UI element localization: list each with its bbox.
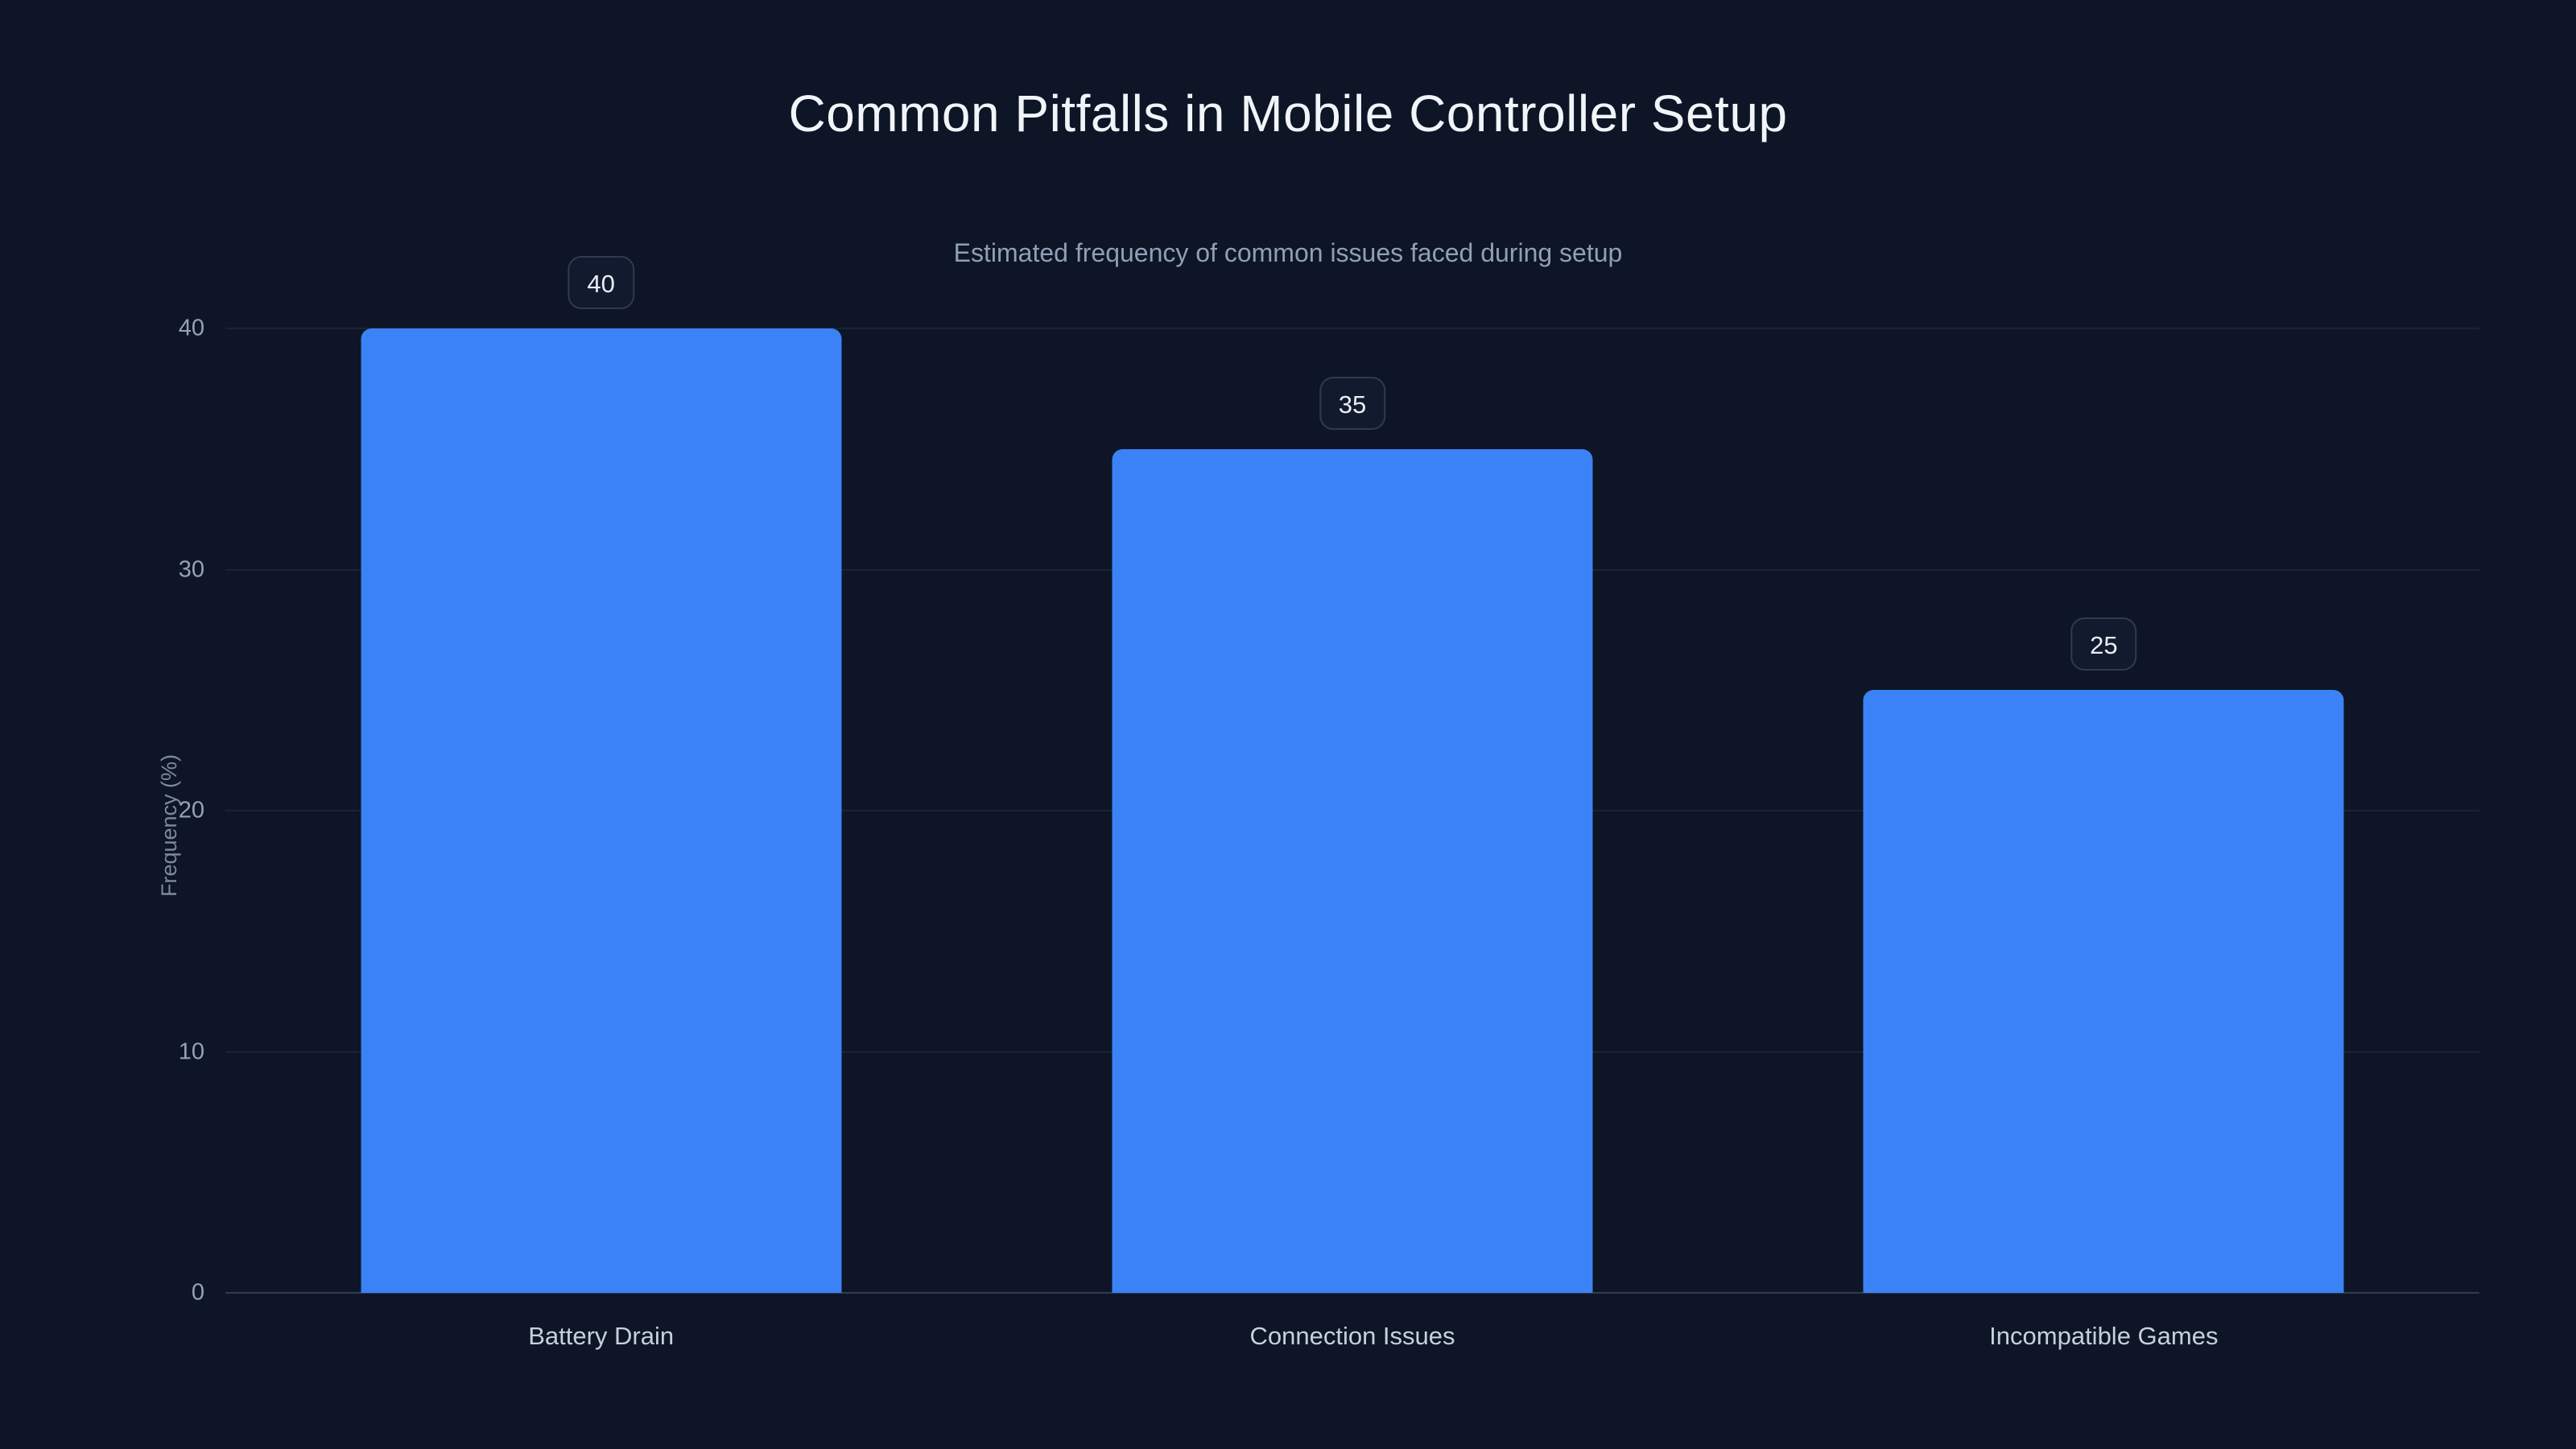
chart-title: Common Pitfalls in Mobile Controller Set…	[788, 85, 1788, 142]
x-axis-category-label: Battery Drain	[528, 1322, 675, 1350]
value-badge: 35	[1319, 377, 1386, 430]
gridline	[225, 328, 2479, 329]
bar-group: 35 Connection Issues	[1112, 328, 1593, 1350]
y-tick-label: 0	[191, 1279, 204, 1306]
x-axis-baseline	[225, 1292, 2479, 1294]
bar	[361, 328, 842, 1293]
x-axis-category-label: Connection Issues	[1249, 1322, 1455, 1350]
plot-area: 0 10 20 30 40 40 Battery Drain 35 Connection Iss…	[179, 256, 2479, 1350]
chart-subtitle: Estimated frequency of common issues fac…	[953, 238, 1623, 267]
bar	[1863, 690, 2344, 1293]
x-axis-category-label: Incompatible Games	[1989, 1322, 2219, 1350]
value-badge: 40	[568, 256, 634, 309]
y-tick-label: 40	[178, 315, 204, 341]
bar-group: 40 Battery Drain	[361, 256, 842, 1350]
bar	[1112, 449, 1593, 1293]
y-tick-label: 20	[178, 797, 204, 824]
y-axis-title: Frequency (%)	[157, 753, 182, 898]
y-tick-label: 10	[178, 1038, 204, 1064]
bar-group: 25 Incompatible Games	[1863, 328, 2344, 1350]
value-badge: 25	[2070, 617, 2137, 671]
y-tick-label: 30	[178, 556, 204, 582]
